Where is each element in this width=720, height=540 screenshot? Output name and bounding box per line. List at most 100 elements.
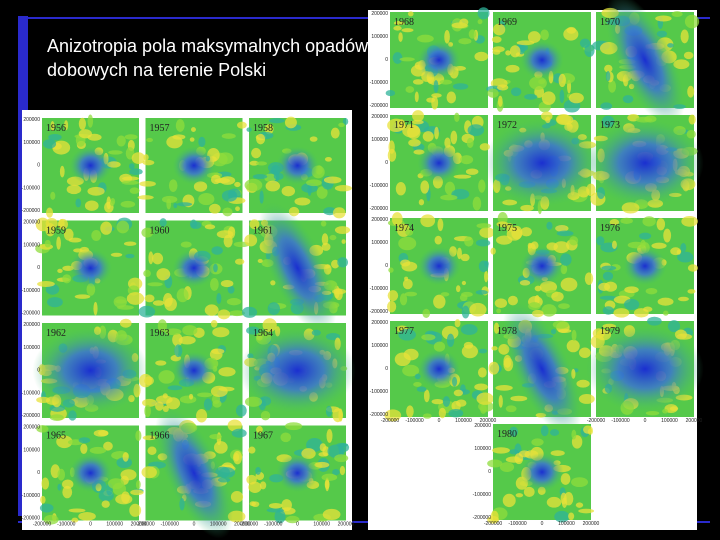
map-noise: [198, 136, 206, 147]
map-noise: [458, 38, 472, 45]
x-axis-label: 100000: [455, 418, 472, 424]
map-noise: [176, 288, 189, 303]
map-noise: [402, 278, 413, 290]
map-noise: [231, 428, 247, 438]
map-noise: [404, 291, 418, 297]
map-noise: [405, 228, 414, 236]
map-year: 1960: [150, 226, 170, 237]
map-noise: [50, 191, 56, 200]
map-noise: [422, 413, 432, 419]
map-noise: [74, 294, 91, 299]
map-noise: [399, 293, 408, 306]
map-noise: [146, 137, 153, 143]
map-noise: [687, 289, 696, 294]
map-noise: [505, 223, 514, 232]
map-noise: [281, 499, 292, 512]
y-axis-label: 0: [37, 470, 40, 476]
map-noise: [474, 51, 489, 62]
map-noise: [210, 174, 221, 185]
map-noise: [50, 121, 55, 132]
map-noise: [407, 125, 421, 140]
map-noise: [101, 500, 110, 508]
x-axis-label: 0: [541, 521, 544, 527]
map-noise: [605, 70, 611, 82]
map-noise: [404, 276, 409, 281]
map-noise: [505, 64, 520, 73]
map-noise: [669, 406, 679, 411]
map-noise: [211, 246, 223, 255]
map-noise: [571, 329, 577, 341]
map-noise: [469, 302, 487, 317]
map-noise: [478, 179, 486, 193]
x-axis-label: 100000: [210, 522, 227, 528]
map-anisotropy: [417, 349, 461, 389]
map-year: 1962: [46, 328, 66, 339]
map-noise: [341, 239, 346, 244]
map-noise: [257, 258, 263, 264]
map-noise: [78, 437, 91, 444]
map-year: 1971: [394, 120, 414, 131]
map-noise: [157, 319, 167, 333]
y-axis-label: -200000: [473, 515, 492, 521]
map-noise: [122, 176, 140, 181]
map-noise: [673, 59, 690, 70]
map-year: 1979: [600, 326, 620, 337]
map-noise: [468, 29, 477, 39]
y-axis-label: 200000: [474, 423, 491, 429]
map-noise: [601, 115, 615, 128]
y-axis-label: -100000: [370, 389, 389, 395]
map-noise: [488, 361, 500, 375]
map-noise: [210, 385, 228, 397]
map-noise: [601, 265, 617, 271]
map-noise: [164, 297, 177, 311]
map-noise: [687, 264, 699, 272]
map-noise: [413, 382, 422, 387]
map-noise: [204, 224, 216, 230]
map-anisotropy: [417, 143, 461, 183]
map-noise: [401, 261, 418, 272]
y-axis-label: -200000: [370, 206, 389, 212]
map-year: 1963: [150, 328, 170, 339]
map-noise: [398, 32, 403, 42]
x-axis-label: 0: [193, 522, 196, 528]
y-axis-label: 200000: [23, 117, 40, 123]
map-noise: [387, 118, 406, 133]
map-anisotropy: [417, 40, 461, 80]
map-noise: [662, 310, 669, 316]
map-year: 1956: [46, 123, 66, 134]
map-anisotropy: [276, 146, 319, 185]
map-noise: [221, 133, 236, 139]
map-noise: [119, 318, 132, 328]
map-noise: [496, 308, 502, 314]
map-noise: [622, 95, 634, 104]
x-axis-label: -100000: [508, 521, 527, 527]
map-noise: [216, 293, 222, 305]
map-anisotropy: [239, 327, 356, 414]
map-anisotropy: [69, 146, 112, 185]
map-noise: [624, 286, 639, 294]
map-noise: [604, 281, 618, 292]
y-axis-label: 100000: [371, 34, 388, 40]
map-noise: [639, 232, 652, 240]
map-noise: [211, 348, 225, 355]
map-noise: [68, 410, 77, 421]
map-noise: [477, 19, 483, 25]
map-noise: [164, 328, 182, 336]
map-anisotropy: [276, 454, 319, 492]
map-year: 1966: [150, 431, 170, 442]
map-noise: [677, 251, 694, 263]
map-noise: [420, 214, 436, 228]
map-noise: [129, 187, 140, 194]
map-noise: [688, 114, 696, 125]
slide-title: Anizotropia pola maksymalnych opadów dob…: [47, 36, 373, 80]
map-noise: [155, 401, 164, 411]
y-axis-label: 100000: [23, 242, 40, 248]
map-noise: [93, 301, 98, 316]
map-noise: [268, 502, 283, 509]
map-noise: [52, 140, 71, 155]
map-noise: [249, 501, 256, 507]
map-noise: [515, 493, 524, 498]
map-anisotropy: [520, 40, 564, 80]
map-noise: [499, 462, 515, 473]
y-axis-label: 0: [37, 163, 40, 169]
